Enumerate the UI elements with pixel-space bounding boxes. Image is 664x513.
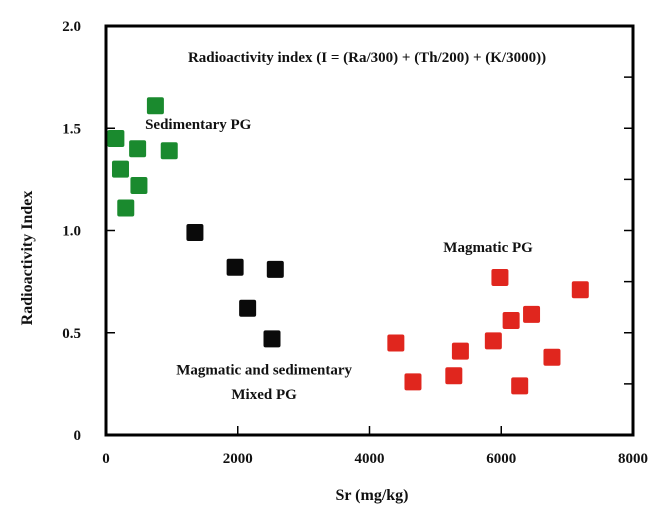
data-point bbox=[129, 140, 147, 158]
annotation: Sedimentary PG bbox=[145, 117, 252, 133]
x-axis-title: Sr (mg/kg) bbox=[335, 487, 408, 504]
annotation: Mixed PG bbox=[231, 387, 297, 403]
data-point bbox=[146, 97, 164, 115]
y-tick-label: 0 bbox=[74, 428, 82, 444]
data-points bbox=[107, 97, 589, 395]
data-point bbox=[571, 281, 589, 299]
chart-title: Radioactivity index (I = (Ra/300) + (Th/… bbox=[188, 50, 546, 66]
data-point bbox=[387, 334, 405, 352]
data-point bbox=[451, 342, 469, 360]
y-tick-label: 2.0 bbox=[62, 19, 81, 35]
y-tick-label: 0.5 bbox=[62, 326, 81, 342]
x-tick-label: 0 bbox=[102, 451, 110, 467]
annotation: Magmatic and sedimentary bbox=[176, 363, 352, 379]
chart-labels: Radioactivity index (I = (Ra/300) + (Th/… bbox=[19, 50, 546, 504]
data-point bbox=[239, 299, 257, 317]
data-point bbox=[160, 142, 178, 160]
data-point bbox=[511, 377, 529, 395]
data-point bbox=[484, 332, 502, 350]
axes: 0 0.5 1.0 1.5 2.0 0 2000 4000 6000 8000 bbox=[62, 19, 648, 467]
data-point bbox=[107, 129, 125, 147]
data-point bbox=[445, 367, 463, 385]
y-axis-title: Radioactivity Index bbox=[19, 191, 36, 326]
data-point bbox=[263, 330, 281, 348]
data-point bbox=[111, 160, 129, 178]
annotation: Magmatic PG bbox=[443, 240, 533, 256]
x-tick-label: 2000 bbox=[223, 451, 253, 467]
data-point bbox=[523, 305, 541, 323]
x-tick-label: 4000 bbox=[355, 451, 385, 467]
data-point bbox=[543, 348, 561, 366]
data-point bbox=[491, 269, 509, 287]
y-tick-label: 1.5 bbox=[62, 121, 81, 137]
y-tick-label: 1.0 bbox=[62, 224, 81, 240]
x-tick-label: 6000 bbox=[486, 451, 516, 467]
data-point bbox=[186, 224, 204, 242]
data-point bbox=[226, 258, 244, 276]
x-tick-label: 8000 bbox=[618, 451, 648, 467]
data-point bbox=[130, 177, 148, 195]
data-point bbox=[117, 199, 135, 217]
data-point bbox=[404, 373, 422, 391]
data-point bbox=[502, 311, 520, 329]
data-point bbox=[266, 260, 284, 278]
